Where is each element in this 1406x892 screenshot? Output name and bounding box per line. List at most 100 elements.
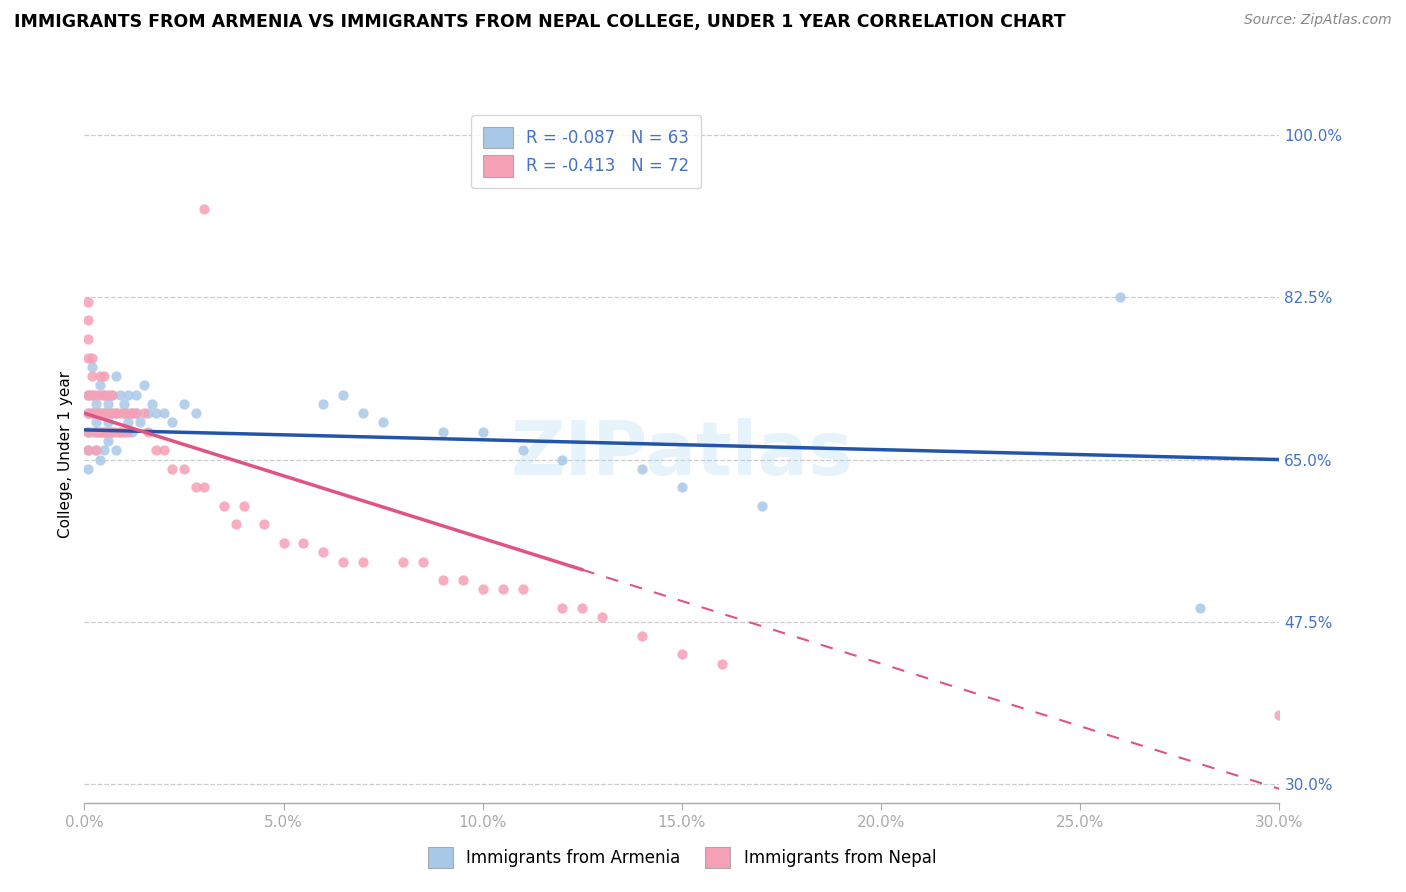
Point (77, 425, 100, 439)
Point (82, 425, 104, 439)
Point (93, 425, 115, 439)
Point (352, 406, 374, 420)
Point (292, 536, 315, 550)
Point (193, 202, 215, 216)
Point (77, 443, 100, 458)
Point (82, 369, 104, 384)
Point (145, 406, 167, 420)
Point (141, 397, 163, 411)
Point (89, 369, 111, 384)
Point (312, 545, 335, 559)
Point (173, 462, 195, 476)
Point (129, 416, 152, 430)
Text: ZIPatlas: ZIPatlas (510, 418, 853, 491)
Point (1109, 290, 1132, 304)
Point (105, 369, 128, 384)
Point (117, 416, 139, 430)
Point (97, 425, 120, 439)
Point (93, 425, 115, 439)
Point (82, 387, 104, 401)
Point (93, 387, 115, 401)
Point (136, 406, 159, 420)
Point (371, 416, 394, 430)
Point (77, 387, 100, 401)
Point (117, 425, 139, 439)
Point (451, 573, 474, 587)
Point (551, 452, 574, 467)
Point (392, 555, 415, 569)
Y-axis label: College, Under 1 year: College, Under 1 year (58, 371, 73, 539)
Point (89, 378, 111, 392)
Point (82, 387, 104, 401)
Point (184, 406, 207, 420)
Point (77, 294, 100, 309)
Point (93, 369, 115, 384)
Point (89, 425, 111, 439)
Point (160, 462, 183, 476)
Point (132, 406, 156, 420)
Point (631, 629, 654, 643)
Point (97, 416, 120, 430)
Point (117, 406, 139, 420)
Point (110, 425, 132, 439)
Point (112, 425, 135, 439)
Point (432, 425, 454, 439)
Point (492, 582, 515, 597)
Point (93, 406, 115, 420)
Point (105, 425, 128, 439)
Point (312, 397, 335, 411)
Point (101, 406, 124, 420)
Point (193, 480, 215, 494)
Point (82, 359, 104, 374)
Point (93, 406, 115, 420)
Point (86, 397, 108, 411)
Point (112, 406, 135, 420)
Point (112, 425, 135, 439)
Point (82, 406, 104, 420)
Point (110, 387, 132, 401)
Point (121, 425, 143, 439)
Point (1188, 601, 1211, 615)
Point (86, 443, 108, 458)
Point (101, 387, 124, 401)
Point (184, 480, 207, 494)
Point (125, 387, 148, 401)
Point (512, 443, 534, 458)
Text: Source: ZipAtlas.com: Source: ZipAtlas.com (1244, 13, 1392, 28)
Point (82, 351, 104, 365)
Point (132, 378, 156, 392)
Point (86, 425, 108, 439)
Point (77, 462, 100, 476)
Point (1268, 707, 1291, 722)
Legend: Immigrants from Armenia, Immigrants from Nepal: Immigrants from Armenia, Immigrants from… (420, 841, 943, 874)
Point (77, 313, 100, 327)
Point (512, 582, 534, 597)
Point (153, 406, 176, 420)
Point (93, 443, 115, 458)
Point (101, 387, 124, 401)
Point (97, 387, 120, 401)
Point (77, 351, 100, 365)
Point (352, 555, 374, 569)
Point (145, 443, 167, 458)
Point (225, 517, 247, 532)
Point (471, 425, 494, 439)
Point (77, 443, 100, 458)
Point (432, 573, 454, 587)
Point (751, 499, 773, 513)
Point (105, 443, 128, 458)
Point (97, 397, 120, 411)
Point (125, 406, 148, 420)
Point (591, 610, 613, 624)
Point (121, 406, 143, 420)
Point (110, 406, 132, 420)
Point (86, 387, 108, 401)
Point (86, 425, 108, 439)
Point (710, 657, 733, 671)
Point (89, 387, 111, 401)
Point (571, 601, 593, 615)
Point (77, 332, 100, 346)
Point (97, 434, 120, 448)
Point (121, 406, 143, 420)
Point (332, 555, 354, 569)
